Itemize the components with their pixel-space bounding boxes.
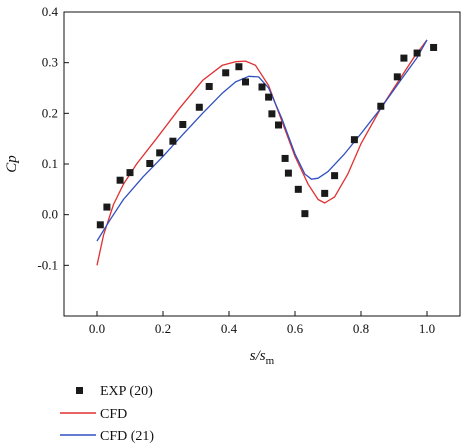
data-point [258, 83, 266, 91]
data-point [430, 43, 438, 51]
data-point [103, 203, 111, 211]
data-point [284, 169, 292, 177]
x-tick-label: 0.8 [353, 321, 369, 336]
legend-label-exp: EXP (20) [100, 384, 153, 399]
data-point [116, 176, 124, 184]
data-point [169, 137, 177, 145]
data-point [195, 103, 203, 111]
legend-item-cfd-21: CFD (21) [60, 429, 154, 444]
x-axis: 0.0 0.2 0.4 0.6 0.8 1.0 [89, 311, 435, 336]
data-point [294, 185, 302, 193]
data-point [265, 93, 273, 101]
x-tick-label: 0.0 [89, 321, 105, 336]
data-point [205, 82, 213, 90]
x-tick-label: 0.4 [221, 321, 238, 336]
data-point [301, 210, 309, 218]
x-tick-label: 1.0 [419, 321, 435, 336]
legend-label-cfd-21: CFD (21) [100, 429, 154, 444]
data-point [413, 49, 421, 57]
data-point [242, 78, 249, 86]
data-point [393, 73, 401, 81]
x-tick-label: 0.2 [155, 321, 171, 336]
data-point [235, 63, 243, 71]
data-point [222, 69, 230, 77]
x-axis-title-main: s/s [250, 348, 266, 364]
y-axis: -0.1 0.0 0.1 0.2 0.3 0.4 [37, 4, 69, 272]
legend-label-cfd: CFD [100, 407, 127, 422]
x-axis-title: s/sm [250, 348, 275, 367]
data-point [275, 121, 282, 129]
legend-item-exp: EXP (20) [76, 384, 153, 399]
legend-item-cfd: CFD [60, 407, 127, 422]
series-line-2 [96, 39, 428, 242]
data-point [146, 159, 154, 167]
y-tick-label: -0.1 [37, 257, 58, 272]
data-point [400, 54, 408, 62]
y-axis-title: Cp [4, 155, 20, 173]
legend-marker-exp [76, 387, 83, 394]
data-point [350, 136, 358, 144]
y-tick-label: 0.0 [42, 207, 58, 222]
y-tick-label: 0.1 [42, 156, 58, 171]
data-point [126, 169, 134, 177]
y-tick-label: 0.4 [42, 4, 59, 19]
data-point [156, 149, 164, 157]
series-line-1 [96, 39, 428, 266]
y-tick-label: 0.3 [42, 55, 58, 70]
x-axis-title-sub: m [266, 355, 275, 367]
y-tick-label: 0.2 [42, 105, 58, 120]
data-point [268, 110, 276, 118]
data-point [281, 154, 289, 162]
data-point [331, 172, 339, 180]
x-tick-label: 0.6 [287, 321, 304, 336]
data-point [179, 120, 187, 128]
data-point [96, 221, 104, 229]
data-point [321, 189, 329, 197]
data-point [377, 102, 385, 110]
series-layer [96, 39, 438, 266]
legend: EXP (20) CFD CFD (21) [60, 384, 154, 444]
